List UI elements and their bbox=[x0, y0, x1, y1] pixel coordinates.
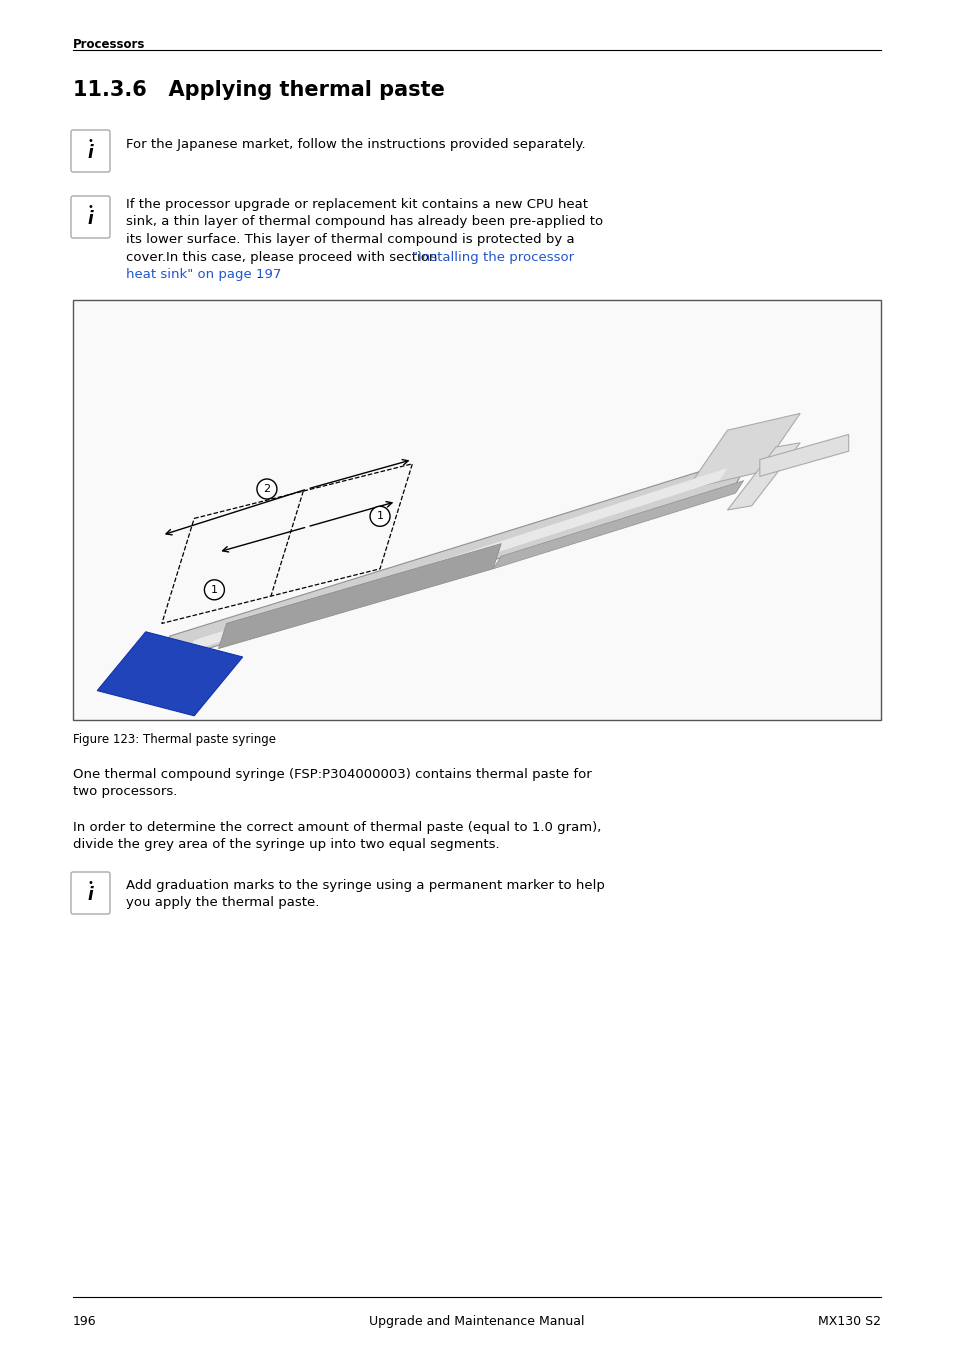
Text: i: i bbox=[88, 886, 93, 904]
Polygon shape bbox=[759, 434, 848, 476]
Text: MX130 S2: MX130 S2 bbox=[817, 1315, 880, 1327]
Circle shape bbox=[204, 580, 224, 600]
FancyBboxPatch shape bbox=[71, 871, 110, 915]
Polygon shape bbox=[686, 413, 800, 488]
Text: 11.3.6   Applying thermal paste: 11.3.6 Applying thermal paste bbox=[73, 80, 444, 100]
FancyBboxPatch shape bbox=[71, 130, 110, 173]
Text: 2: 2 bbox=[263, 484, 271, 494]
Text: Figure 123: Thermal paste syringe: Figure 123: Thermal paste syringe bbox=[73, 733, 275, 746]
Text: its lower surface. This layer of thermal compound is protected by a: its lower surface. This layer of thermal… bbox=[126, 233, 574, 246]
Text: sink, a thin layer of thermal compound has already been pre-applied to: sink, a thin layer of thermal compound h… bbox=[126, 216, 602, 228]
Text: 1: 1 bbox=[376, 511, 383, 521]
Text: •: • bbox=[88, 136, 93, 146]
Text: cover.In this case, please proceed with section: cover.In this case, please proceed with … bbox=[126, 251, 441, 263]
Text: •: • bbox=[88, 202, 93, 212]
Text: i: i bbox=[88, 144, 93, 162]
Text: Add graduation marks to the syringe using a permanent marker to help: Add graduation marks to the syringe usin… bbox=[126, 880, 604, 892]
Text: .: . bbox=[256, 268, 261, 281]
Text: "Installing the processor: "Installing the processor bbox=[411, 251, 573, 263]
Text: For the Japanese market, follow the instructions provided separately.: For the Japanese market, follow the inst… bbox=[126, 138, 585, 151]
Text: In order to determine the correct amount of thermal paste (equal to 1.0 gram),: In order to determine the correct amount… bbox=[73, 822, 600, 834]
Polygon shape bbox=[97, 631, 242, 716]
Text: i: i bbox=[88, 210, 93, 228]
Text: heat sink" on page 197: heat sink" on page 197 bbox=[126, 268, 281, 281]
Text: you apply the thermal paste.: you apply the thermal paste. bbox=[126, 897, 319, 909]
Polygon shape bbox=[153, 456, 751, 665]
Text: One thermal compound syringe (FSP:P304000003) contains thermal paste for: One thermal compound syringe (FSP:P30400… bbox=[73, 768, 591, 781]
Polygon shape bbox=[186, 468, 727, 653]
FancyBboxPatch shape bbox=[71, 196, 110, 237]
Text: 1: 1 bbox=[211, 585, 217, 595]
Text: •: • bbox=[88, 878, 93, 888]
Text: Processors: Processors bbox=[73, 38, 145, 51]
Circle shape bbox=[256, 479, 276, 499]
Text: 196: 196 bbox=[73, 1315, 96, 1327]
Bar bbox=[73, 299, 880, 720]
Polygon shape bbox=[727, 442, 800, 510]
Polygon shape bbox=[218, 544, 500, 649]
Circle shape bbox=[370, 506, 390, 526]
Text: Upgrade and Maintenance Manual: Upgrade and Maintenance Manual bbox=[369, 1315, 584, 1327]
Text: two processors.: two processors. bbox=[73, 785, 177, 799]
Polygon shape bbox=[493, 480, 742, 569]
Text: divide the grey area of the syringe up into two equal segments.: divide the grey area of the syringe up i… bbox=[73, 839, 499, 851]
Text: If the processor upgrade or replacement kit contains a new CPU heat: If the processor upgrade or replacement … bbox=[126, 198, 587, 210]
